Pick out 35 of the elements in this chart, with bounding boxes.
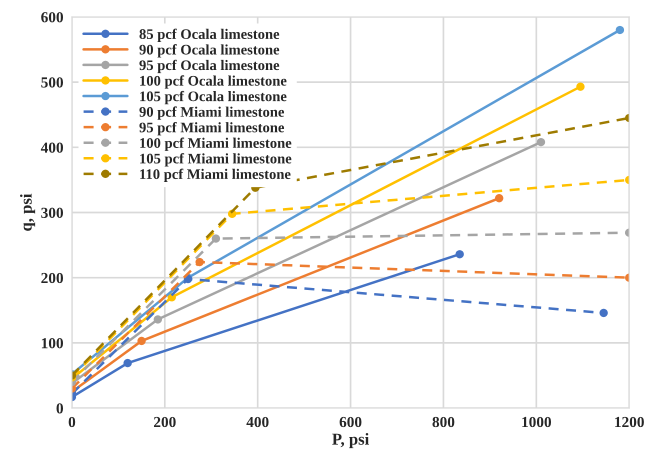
x-tick-label: 400 (246, 416, 269, 428)
legend-label: 90 pcf Miami limestone (139, 106, 284, 120)
point (456, 250, 464, 258)
legend-label: 95 pcf Ocala limestone (139, 60, 280, 74)
point (123, 358, 132, 368)
y-tick-label: 0 (56, 403, 64, 414)
point (137, 336, 146, 346)
legend-label: 95 pcf Miami limestone (139, 122, 284, 136)
legend-label: 90 pcf Ocala limestone (139, 44, 280, 58)
y-tick-label: 600 (41, 12, 64, 22)
x-tick-label: 1200 (615, 416, 644, 428)
point (154, 315, 162, 324)
legend-label: 100 pcf Ocala limestone (140, 75, 286, 89)
x-axis-title: P, psi (332, 433, 370, 448)
y-tick-label: 400 (40, 142, 64, 153)
legend-label: 105 pcf Miami limestone (140, 153, 292, 166)
legend-label: 105 pcf Ocala limestone (140, 90, 286, 104)
y-tick-label: 100 (42, 338, 64, 348)
x-tick-label: 200 (154, 416, 176, 428)
y-tick-label: 200 (41, 272, 64, 284)
legend-label: 85 pcf Ocala limestone (139, 28, 280, 42)
x-tick-label: 0 (68, 416, 76, 428)
point (616, 26, 624, 34)
point (600, 308, 608, 318)
point (576, 82, 585, 91)
x-tick-label: 1000 (522, 416, 552, 428)
point (536, 138, 546, 146)
legend-label: 110 pcf Miami limestone (140, 168, 291, 182)
y-tick-label: 500 (41, 77, 64, 88)
legend-label: 100 pcf Miami limestone (140, 138, 292, 151)
x-tick-label: 800 (432, 416, 454, 428)
point (495, 194, 504, 202)
x-tick-label: 600 (340, 416, 362, 428)
y-axis-title: q, psi (20, 194, 36, 231)
y-tick-label: 300 (41, 208, 64, 218)
